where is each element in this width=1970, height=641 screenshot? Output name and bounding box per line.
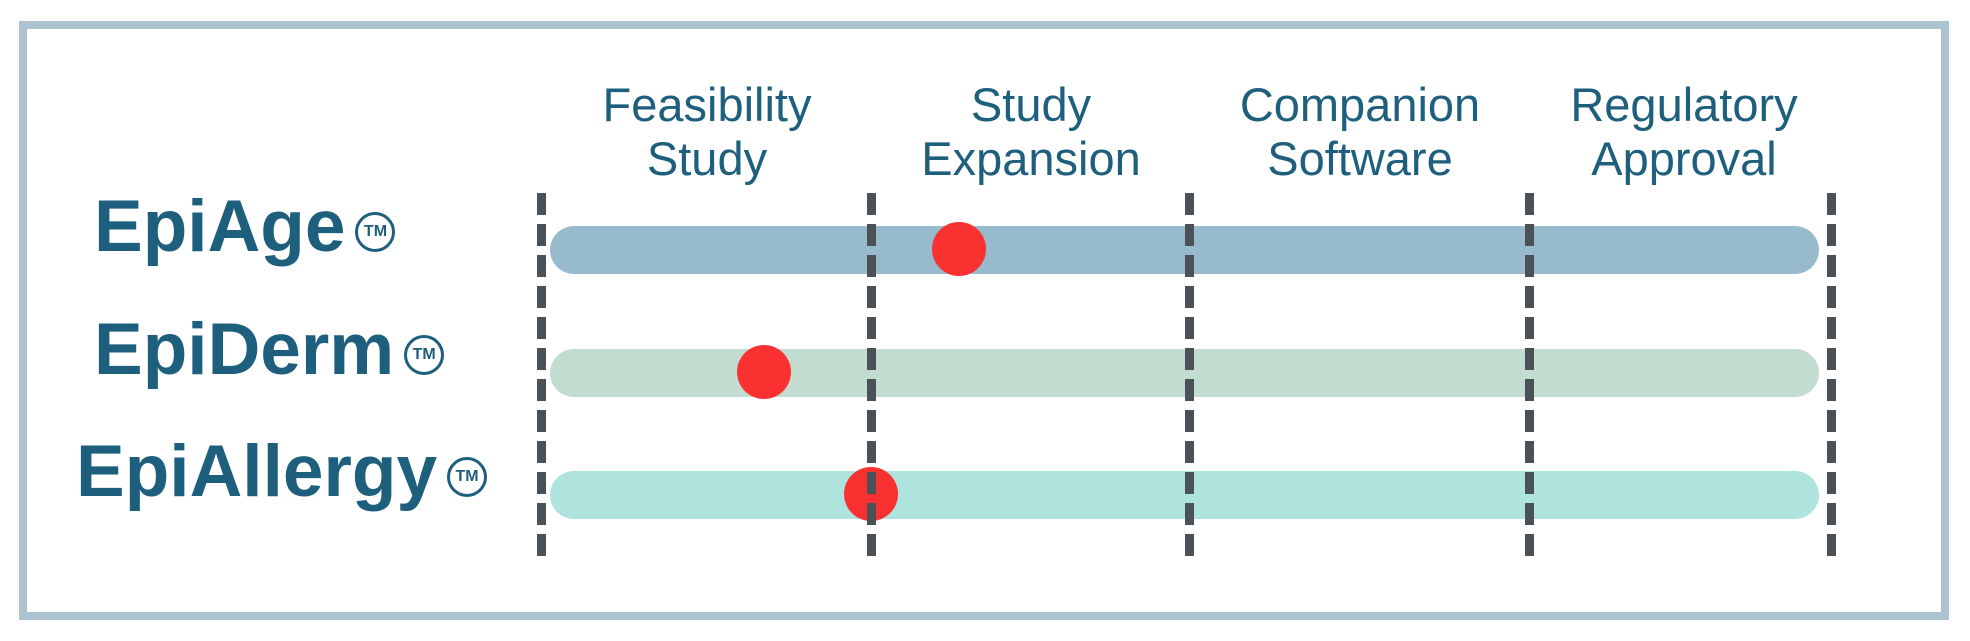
- stage-boundary-line-2: [867, 193, 876, 561]
- product-name: EpiAllergy: [76, 430, 438, 512]
- milestone-dot-epiderm: [737, 345, 792, 399]
- trademark-icon: TM: [447, 457, 488, 497]
- progress-bar-epiderm: [550, 345, 1819, 399]
- stage-header-line1: Companion: [1239, 78, 1481, 131]
- trademark-icon: TM: [404, 335, 445, 375]
- trademark-icon: TM: [355, 212, 396, 252]
- product-label-epiage: EpiAge TM: [94, 180, 396, 272]
- stage-boundary-line-3: [1185, 193, 1194, 561]
- stage-header-study-expansion: Study Expansion: [921, 78, 1141, 186]
- product-label-epiderm: EpiDerm TM: [94, 303, 445, 395]
- frame-border: [19, 21, 1949, 620]
- product-label-epiallergy: EpiAllergy TM: [76, 425, 488, 517]
- stage-header-regulatory-approval: Regulatory Approval: [1570, 78, 1797, 186]
- stage-header-companion-software: Companion Software: [1240, 78, 1480, 186]
- stage-header-line2: Expansion: [921, 132, 1141, 185]
- product-name: EpiDerm: [94, 308, 395, 390]
- milestone-dot-epiage: [931, 222, 986, 276]
- stage-boundary-line-5: [1827, 193, 1836, 561]
- product-name: EpiAge: [94, 185, 346, 267]
- stage-header-line2: Approval: [1591, 132, 1777, 185]
- stage-header-line2: Study: [646, 132, 768, 185]
- stage-header-line2: Software: [1267, 132, 1453, 185]
- progress-bar-epiage: [550, 222, 1819, 276]
- stage-header-line1: Regulatory: [1570, 78, 1798, 131]
- stage-boundary-line-4: [1525, 193, 1534, 561]
- stage-header-feasibility-study: Feasibility Study: [603, 78, 812, 186]
- stage-boundary-line-1: [537, 193, 546, 561]
- stage-header-line1: Study: [970, 78, 1092, 131]
- stage-header-line1: Feasibility: [602, 78, 812, 131]
